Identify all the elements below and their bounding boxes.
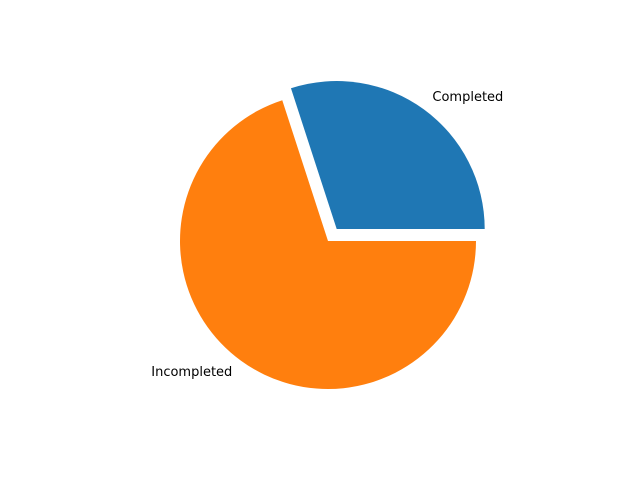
pie-labels: Completed Incompleted [151,90,503,380]
pie-label-completed: Completed [432,90,503,105]
pie-slices [180,81,485,389]
pie-label-incompleted: Incompleted [151,365,232,380]
pie-slice-incompleted [180,100,476,389]
pie-slice-completed [290,81,485,230]
